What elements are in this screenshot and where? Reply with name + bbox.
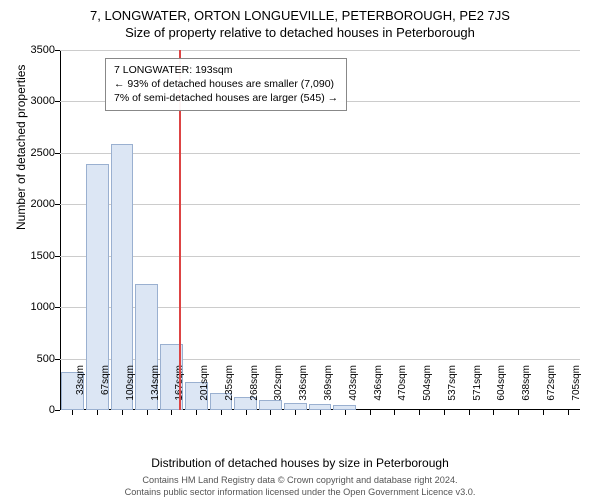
y-tick-mark bbox=[55, 256, 60, 257]
x-tick-mark bbox=[320, 410, 321, 415]
x-tick-label: 604sqm bbox=[496, 365, 507, 415]
y-tick-mark bbox=[55, 153, 60, 154]
x-tick-label: 67sqm bbox=[100, 365, 111, 415]
x-tick-label: 537sqm bbox=[447, 365, 458, 415]
x-tick-label: 436sqm bbox=[373, 365, 384, 415]
x-tick-mark bbox=[568, 410, 569, 415]
annotation-larger: 7% of semi-detached houses are larger (5… bbox=[114, 91, 338, 105]
x-tick-label: 235sqm bbox=[224, 365, 235, 415]
y-tick-label: 1500 bbox=[15, 250, 55, 262]
x-tick-label: 470sqm bbox=[397, 365, 408, 415]
y-tick-mark bbox=[55, 101, 60, 102]
y-tick-mark bbox=[55, 410, 60, 411]
gridline bbox=[60, 153, 580, 154]
x-tick-mark bbox=[171, 410, 172, 415]
annotation-smaller: ← 93% of detached houses are smaller (7,… bbox=[114, 77, 338, 91]
annotation-title: 7 LONGWATER: 193sqm bbox=[114, 63, 338, 77]
x-tick-label: 201sqm bbox=[199, 365, 210, 415]
x-tick-label: 336sqm bbox=[298, 365, 309, 415]
x-tick-mark bbox=[394, 410, 395, 415]
attribution-text: Contains HM Land Registry data © Crown c… bbox=[0, 475, 600, 498]
y-tick-mark bbox=[55, 307, 60, 308]
x-tick-label: 100sqm bbox=[125, 365, 136, 415]
x-tick-label: 302sqm bbox=[273, 365, 284, 415]
x-tick-mark bbox=[444, 410, 445, 415]
y-tick-label: 1000 bbox=[15, 301, 55, 313]
x-tick-mark bbox=[543, 410, 544, 415]
x-tick-mark bbox=[270, 410, 271, 415]
x-tick-label: 268sqm bbox=[249, 365, 260, 415]
attribution-line1: Contains HM Land Registry data © Crown c… bbox=[0, 475, 600, 487]
attribution-line2: Contains public sector information licen… bbox=[0, 487, 600, 499]
x-tick-mark bbox=[295, 410, 296, 415]
x-tick-label: 571sqm bbox=[472, 365, 483, 415]
x-tick-mark bbox=[122, 410, 123, 415]
x-tick-label: 33sqm bbox=[75, 365, 86, 415]
x-tick-mark bbox=[419, 410, 420, 415]
chart-plot-area: 050010001500200025003000350033sqm67sqm10… bbox=[60, 50, 580, 410]
x-tick-mark bbox=[518, 410, 519, 415]
x-tick-label: 504sqm bbox=[422, 365, 433, 415]
x-tick-mark bbox=[221, 410, 222, 415]
chart-title-address: 7, LONGWATER, ORTON LONGUEVILLE, PETERBO… bbox=[0, 0, 600, 23]
x-tick-mark bbox=[493, 410, 494, 415]
y-axis-line bbox=[60, 50, 61, 410]
y-tick-label: 500 bbox=[15, 353, 55, 365]
gridline bbox=[60, 204, 580, 205]
x-tick-mark bbox=[345, 410, 346, 415]
x-tick-mark bbox=[196, 410, 197, 415]
x-tick-mark bbox=[97, 410, 98, 415]
x-tick-label: 638sqm bbox=[521, 365, 532, 415]
x-tick-label: 134sqm bbox=[150, 365, 161, 415]
y-tick-label: 0 bbox=[15, 404, 55, 416]
x-tick-mark bbox=[147, 410, 148, 415]
annotation-box: 7 LONGWATER: 193sqm ← 93% of detached ho… bbox=[105, 58, 347, 111]
chart-subtitle: Size of property relative to detached ho… bbox=[0, 23, 600, 40]
x-tick-mark bbox=[246, 410, 247, 415]
y-tick-label: 3500 bbox=[15, 44, 55, 56]
x-tick-mark bbox=[370, 410, 371, 415]
x-tick-mark bbox=[72, 410, 73, 415]
y-tick-mark bbox=[55, 359, 60, 360]
y-tick-mark bbox=[55, 204, 60, 205]
x-tick-label: 672sqm bbox=[546, 365, 557, 415]
x-axis-label: Distribution of detached houses by size … bbox=[0, 456, 600, 470]
x-tick-mark bbox=[469, 410, 470, 415]
gridline bbox=[60, 50, 580, 51]
x-tick-label: 369sqm bbox=[323, 365, 334, 415]
x-tick-label: 403sqm bbox=[348, 365, 359, 415]
y-tick-mark bbox=[55, 50, 60, 51]
y-axis-label: Number of detached properties bbox=[14, 65, 28, 230]
gridline bbox=[60, 256, 580, 257]
x-tick-label: 705sqm bbox=[571, 365, 582, 415]
